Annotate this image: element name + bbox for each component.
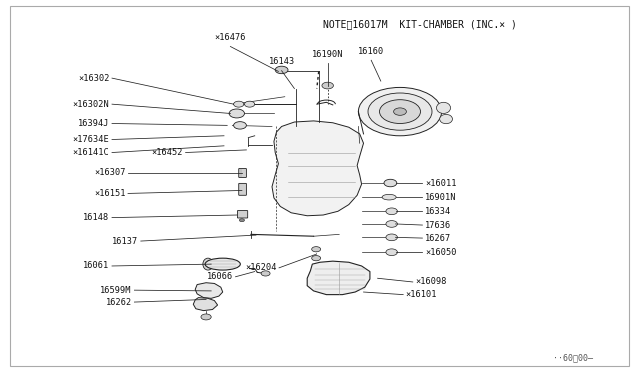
Text: 16394J: 16394J [78, 119, 109, 128]
Text: 17636: 17636 [425, 221, 451, 230]
Text: 16066: 16066 [207, 272, 233, 281]
FancyBboxPatch shape [239, 183, 246, 195]
Text: ×16302: ×16302 [78, 74, 109, 83]
Text: ×16050: ×16050 [425, 248, 456, 257]
Text: 16143: 16143 [268, 57, 295, 66]
Circle shape [386, 249, 397, 256]
Text: ×17634E: ×17634E [73, 135, 109, 144]
Ellipse shape [436, 102, 451, 113]
Text: ··60；00―: ··60；00― [553, 353, 593, 362]
Ellipse shape [382, 195, 396, 200]
Text: 16262: 16262 [106, 298, 132, 307]
Circle shape [312, 247, 321, 252]
Text: ×16141C: ×16141C [73, 148, 109, 157]
Text: 16599M: 16599M [100, 286, 132, 295]
Text: ×16476: ×16476 [214, 33, 246, 42]
Circle shape [368, 93, 432, 130]
Polygon shape [193, 298, 218, 311]
Text: 16148: 16148 [83, 213, 109, 222]
Text: 16901N: 16901N [425, 193, 456, 202]
Circle shape [234, 101, 244, 107]
Text: 16334: 16334 [425, 207, 451, 216]
Circle shape [322, 82, 333, 89]
Polygon shape [195, 283, 223, 298]
Text: 16160: 16160 [358, 47, 385, 56]
Text: ×16011: ×16011 [425, 179, 456, 187]
Circle shape [312, 256, 321, 261]
Text: ×16098: ×16098 [415, 278, 447, 286]
Circle shape [275, 66, 288, 74]
Circle shape [386, 208, 397, 215]
Text: ×16302N: ×16302N [73, 100, 109, 109]
Text: ×16151: ×16151 [94, 189, 125, 198]
Ellipse shape [205, 258, 240, 270]
Ellipse shape [440, 115, 452, 124]
FancyBboxPatch shape [239, 169, 246, 177]
Text: NOTE；16017M  KIT-CHAMBER (INC.× ): NOTE；16017M KIT-CHAMBER (INC.× ) [323, 19, 517, 29]
Circle shape [201, 314, 211, 320]
Circle shape [384, 179, 397, 187]
Polygon shape [307, 261, 370, 295]
Text: 16190N: 16190N [312, 50, 344, 59]
Text: ×16204: ×16204 [245, 263, 276, 272]
Circle shape [239, 219, 244, 222]
Circle shape [386, 221, 397, 227]
Circle shape [261, 271, 270, 276]
Text: 16061: 16061 [83, 262, 109, 270]
Circle shape [244, 101, 255, 107]
Circle shape [380, 100, 420, 124]
FancyBboxPatch shape [237, 211, 248, 218]
Ellipse shape [203, 258, 213, 270]
Text: 16267: 16267 [425, 234, 451, 243]
Circle shape [229, 109, 244, 118]
Circle shape [386, 234, 397, 241]
Polygon shape [272, 121, 364, 216]
Circle shape [394, 108, 406, 115]
Text: ×16101: ×16101 [406, 290, 437, 299]
Text: ×16452: ×16452 [152, 148, 183, 157]
Text: 16137: 16137 [112, 237, 138, 246]
Text: ×16307: ×16307 [94, 169, 125, 177]
Circle shape [358, 87, 442, 136]
Circle shape [234, 122, 246, 129]
